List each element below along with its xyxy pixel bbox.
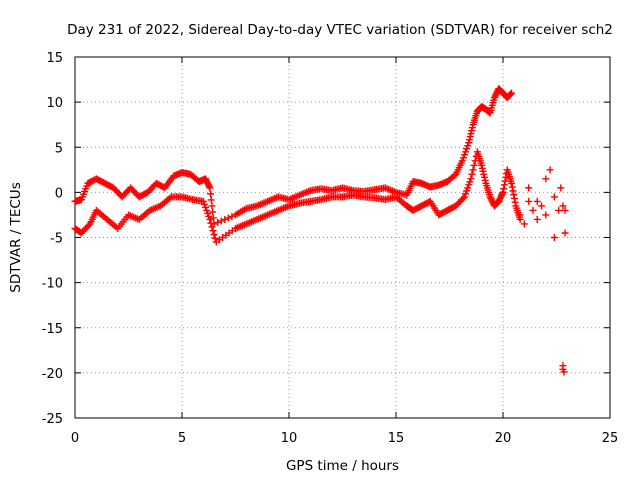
data-point [557,184,565,192]
data-point [559,202,567,210]
y-tick-label: 5 [55,141,63,156]
data-point [214,218,222,226]
data-point [542,175,550,183]
data-point [555,206,563,214]
data-point [516,211,524,219]
x-tick-label: 0 [71,431,79,446]
grid-lines [75,57,610,418]
data-point [469,166,477,174]
data-point [467,175,475,183]
data-point [550,193,558,201]
data-point [538,202,546,210]
data-point [207,219,215,227]
x-axis-title: GPS time / hours [286,458,399,474]
data-point [208,202,216,210]
data-point [529,206,537,214]
y-tick-label: 10 [46,96,63,111]
x-tick-label: 25 [602,431,619,446]
y-tick-label: -15 [42,322,63,337]
data-point [546,166,554,174]
data-points [71,85,569,376]
data-point [500,185,508,193]
data-point [508,179,516,187]
data-point [468,170,476,178]
y-tick-label: 0 [55,186,63,201]
x-tick-label: 5 [178,431,186,446]
data-point [508,89,516,97]
data-point [533,215,541,223]
data-point [510,194,518,202]
data-point [525,184,533,192]
axis-ticks: 0 5 10 15 20 25 -25 -20 -15 -10 -5 0 5 10 15 [42,51,619,446]
y-tick-label: -10 [42,277,63,292]
data-point [507,90,515,98]
data-point [208,223,216,231]
y-axis-title: SDTVAR / TECUs [8,182,24,292]
chart-title: Day 231 of 2022, Sidereal Day-to-day VTE… [67,22,613,38]
data-point [459,194,467,202]
data-point [209,208,217,216]
data-point [228,212,236,220]
data-point [510,191,518,199]
data-point [542,211,550,219]
data-point [206,184,214,192]
y-tick-label: -5 [50,232,63,247]
data-point [207,196,215,204]
data-point [500,181,508,189]
x-tick-label: 15 [388,431,405,446]
data-point [506,91,514,99]
data-point [85,221,93,229]
data-point [498,190,506,198]
y-tick-label: -20 [42,367,63,382]
data-point [561,229,569,237]
data-point [525,197,533,205]
data-point [209,227,217,235]
data-point [207,190,215,198]
data-point [205,182,213,190]
data-point [206,215,214,223]
data-point [511,198,519,206]
data-point [217,217,225,225]
x-tick-label: 10 [281,431,298,446]
y-tick-label: -25 [42,412,63,427]
data-point [550,234,558,241]
data-point [210,230,218,238]
data-point [209,214,217,222]
y-tick-label: 15 [46,51,63,66]
data-point [224,214,232,222]
data-point [211,234,219,242]
x-tick-label: 20 [495,431,512,446]
data-point [221,215,229,223]
data-point [520,220,528,228]
data-point [533,197,541,205]
data-point [561,206,569,214]
data-point [470,161,478,169]
data-point [508,183,516,191]
data-point [499,188,507,196]
data-point [560,368,568,376]
data-point [509,187,517,195]
